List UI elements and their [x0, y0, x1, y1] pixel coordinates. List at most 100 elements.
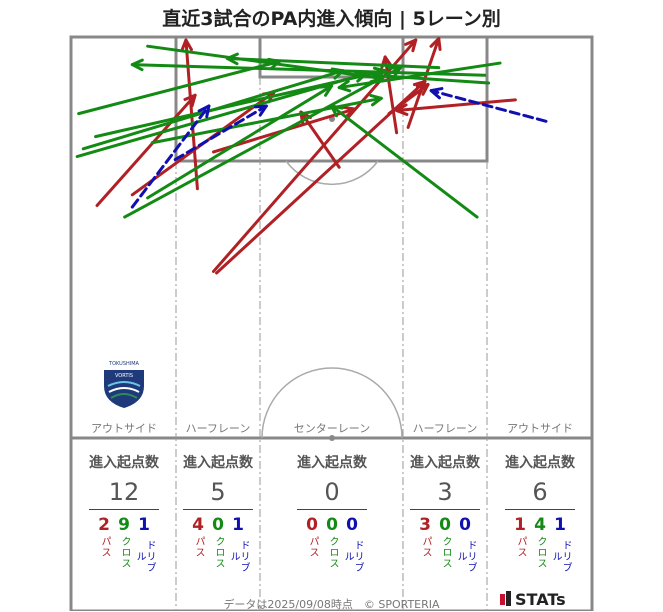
- chart-title: 直近3試合のPA内進入傾向 | 5レーン別: [162, 8, 501, 30]
- cross-arrow-24: [330, 104, 479, 219]
- center-circle: [261, 367, 403, 439]
- cross-arrowhead-23: [369, 93, 383, 107]
- arrow-layer: [75, 37, 548, 275]
- lane-total: 3: [437, 478, 453, 506]
- pass-arrowhead-6: [342, 105, 356, 118]
- cross-label: クロス: [327, 536, 338, 569]
- lane-breakdown-4: 3 パス 0 クロス 0 ドリブル: [415, 514, 476, 573]
- lane-name-4: ハーフレーン: [413, 422, 478, 435]
- lane-stat-1: 進入起点数 12: [74, 452, 174, 510]
- lane-names: アウトサイド ハーフレーン センターレーン ハーフレーン アウトサイド: [91, 422, 573, 435]
- dribble-label: ドリブル: [342, 540, 363, 573]
- lane-stat-header: 進入起点数: [89, 455, 159, 471]
- lane-name-5: アウトサイド: [507, 422, 573, 435]
- cross-arrow-16: [75, 72, 368, 159]
- cross-arrow-15: [81, 69, 345, 151]
- pass-arrowhead-4: [404, 38, 418, 53]
- cross-arrow-19: [225, 56, 441, 70]
- lane-total: 5: [210, 478, 226, 506]
- dribble-count: 1: [554, 515, 566, 535]
- penalty-arc: [285, 160, 379, 186]
- lane-total: 6: [532, 478, 548, 506]
- cross-count: 0: [326, 515, 338, 535]
- svg-text:VORTIS: VORTIS: [115, 373, 133, 379]
- lane-stat-header: 進入起点数: [505, 455, 575, 471]
- cross-label: クロス: [440, 536, 451, 569]
- pass-count: 2: [98, 515, 110, 535]
- cross-arrow-20: [130, 63, 487, 77]
- cross-arrowhead-17: [337, 79, 352, 93]
- brand-text: STATs: [515, 590, 566, 609]
- pass-label: パス: [193, 536, 204, 558]
- goal-area: [258, 35, 405, 79]
- cross-arrow-21: [123, 66, 402, 219]
- lane-breakdown-5: 1 パス 4 クロス 1 ドリブル: [510, 514, 571, 573]
- lane-total: 0: [324, 478, 340, 506]
- divider: [297, 509, 367, 510]
- dribble-label: ドリブル: [455, 540, 476, 573]
- pass-label: パス: [515, 536, 526, 558]
- svg-text:TOKUSHIMA: TOKUSHIMA: [108, 361, 140, 367]
- dribble-label: ドリブル: [228, 540, 249, 573]
- cross-count: 4: [534, 515, 546, 535]
- lane-stat-3: 進入起点数 0: [282, 452, 382, 510]
- cross-arrowhead-24: [330, 104, 344, 118]
- lane-total: 12: [108, 478, 140, 506]
- pass-label: パス: [307, 536, 318, 558]
- pass-count: 4: [192, 515, 204, 535]
- pass-label: パス: [99, 536, 110, 558]
- divider: [89, 509, 159, 510]
- pitch-lines: [69, 35, 594, 611]
- lane-breakdown-1: 2 パス 9 クロス 1 ドリブル: [94, 514, 155, 573]
- lane-stat-2: 進入起点数 5: [178, 452, 258, 510]
- lane-stat-4: 進入起点数 3: [405, 452, 485, 510]
- pass-arrow-10: [406, 37, 441, 129]
- dribble-arrowhead-26: [253, 104, 268, 117]
- cross-arrowhead-19: [225, 52, 239, 66]
- cross-arrow-23: [150, 96, 383, 145]
- pass-arrowhead-7: [415, 83, 430, 96]
- cross-count: 0: [212, 515, 224, 535]
- pass-arrowhead-10: [429, 37, 442, 51]
- cross-arrowhead-21: [387, 66, 402, 79]
- divider: [505, 509, 575, 510]
- pass-count: 1: [514, 515, 526, 535]
- cross-arrow-13: [77, 60, 281, 116]
- dribble-arrowhead-27: [429, 87, 444, 100]
- cross-arrow-17: [337, 61, 502, 90]
- pass-arrowhead-2: [180, 38, 193, 52]
- dribble-arrow-26: [173, 104, 268, 162]
- pass-arrowhead-11: [395, 103, 409, 116]
- cross-arrowhead-20: [130, 58, 144, 72]
- dribble-count: 1: [232, 515, 244, 535]
- divider: [410, 509, 480, 510]
- cross-arrow-22: [146, 84, 333, 200]
- dribble-label: ドリブル: [550, 540, 571, 573]
- pass-count: 0: [306, 515, 318, 535]
- pass-label: パス: [420, 536, 431, 558]
- cross-count: 9: [118, 515, 130, 535]
- lane-stat-5: 進入起点数 6: [490, 452, 590, 510]
- pass-arrow-11: [395, 98, 517, 113]
- cross-label: クロス: [213, 536, 224, 569]
- footer-credit: データは2025/09/08時点 © SPORTERIA: [223, 598, 440, 611]
- dribble-arrow-25: [130, 104, 211, 209]
- lane-name-1: アウトサイド: [91, 422, 157, 435]
- pass-count: 3: [419, 515, 431, 535]
- brand-logo: STATs: [500, 590, 566, 609]
- dribble-arrow-27: [429, 89, 548, 123]
- lane-name-3: センターレーン: [294, 422, 370, 435]
- lane-stat-header: 進入起点数: [297, 455, 367, 471]
- cross-label: クロス: [535, 536, 546, 569]
- cross-arrowhead-22: [319, 84, 333, 97]
- dribble-label: ドリブル: [134, 540, 155, 573]
- club-logo: TOKUSHIMA VORTIS: [104, 361, 144, 408]
- divider: [183, 509, 253, 510]
- dribble-count: 0: [346, 515, 358, 535]
- pass-arrow-8: [299, 110, 341, 169]
- lane-name-2: ハーフレーン: [186, 422, 251, 435]
- pass-arrow-1: [95, 93, 197, 208]
- cross-count: 0: [439, 515, 451, 535]
- lane-breakdown-3: 0 パス 0 クロス 0 ドリブル: [302, 514, 363, 573]
